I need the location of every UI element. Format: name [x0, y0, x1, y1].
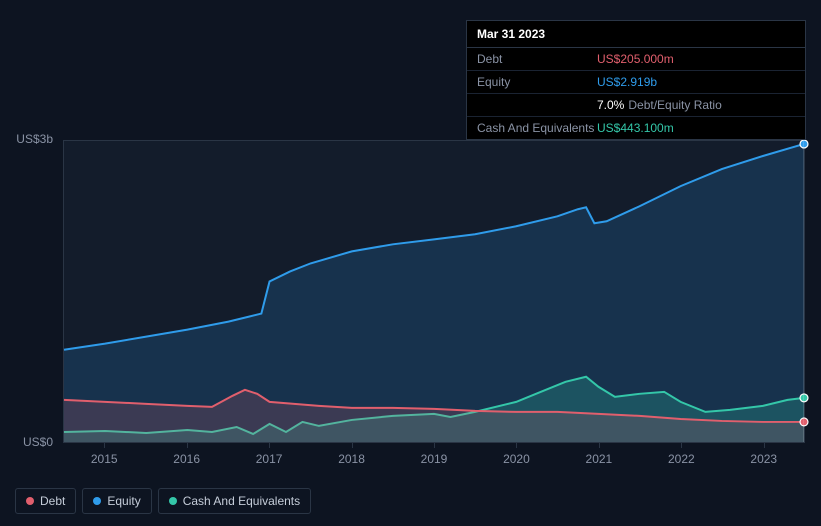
tooltip-value: US$205.000m: [597, 52, 674, 66]
x-axis-label: 2018: [338, 452, 365, 466]
y-axis-label: US$3b: [15, 132, 53, 146]
legend-label: Debt: [40, 494, 65, 508]
series-end-marker: [800, 140, 808, 148]
x-axis-label: 2017: [256, 452, 283, 466]
series-area: [64, 144, 804, 442]
tooltip-label: Equity: [477, 75, 597, 89]
tooltip-label: Cash And Equivalents: [477, 121, 597, 135]
legend-label: Equity: [107, 494, 140, 508]
tooltip-value: US$2.919b: [597, 75, 657, 89]
debt-equity-chart: US$0US$3b 201520162017201820192020202120…: [15, 120, 805, 480]
series-end-marker: [800, 394, 808, 402]
cursor-line: [803, 141, 804, 442]
legend-item-equity[interactable]: Equity: [82, 488, 151, 514]
x-axis-label: 2015: [91, 452, 118, 466]
tooltip-row: 7.0% Debt/Equity Ratio: [467, 94, 805, 117]
chart-legend: Debt Equity Cash And Equivalents: [15, 488, 311, 514]
y-axis-label: US$0: [15, 435, 53, 449]
x-axis-label: 2020: [503, 452, 530, 466]
x-axis-label: 2016: [173, 452, 200, 466]
tooltip-value: 7.0%: [597, 98, 624, 112]
legend-item-debt[interactable]: Debt: [15, 488, 76, 514]
legend-item-cash[interactable]: Cash And Equivalents: [158, 488, 311, 514]
tooltip-row: EquityUS$2.919b: [467, 71, 805, 94]
circle-icon: [26, 497, 34, 505]
tooltip-row: Cash And EquivalentsUS$443.100m: [467, 117, 805, 139]
circle-icon: [169, 497, 177, 505]
x-axis-label: 2022: [668, 452, 695, 466]
series-end-marker: [800, 418, 808, 426]
chart-tooltip: Mar 31 2023 DebtUS$205.000mEquityUS$2.91…: [466, 20, 806, 140]
tooltip-row: DebtUS$205.000m: [467, 48, 805, 71]
tooltip-label: Debt: [477, 52, 597, 66]
x-axis-label: 2021: [586, 452, 613, 466]
x-axis-label: 2023: [750, 452, 777, 466]
circle-icon: [93, 497, 101, 505]
tooltip-rest: Debt/Equity Ratio: [628, 98, 721, 112]
tooltip-date: Mar 31 2023: [467, 21, 805, 48]
tooltip-label: [477, 98, 597, 112]
plot-area[interactable]: [63, 140, 805, 443]
tooltip-value: US$443.100m: [597, 121, 674, 135]
x-axis: 2015 2016 2017 2018 2019 2020 2021 2022 2023: [63, 448, 805, 468]
x-axis-label: 2019: [421, 452, 448, 466]
legend-label: Cash And Equivalents: [183, 494, 300, 508]
